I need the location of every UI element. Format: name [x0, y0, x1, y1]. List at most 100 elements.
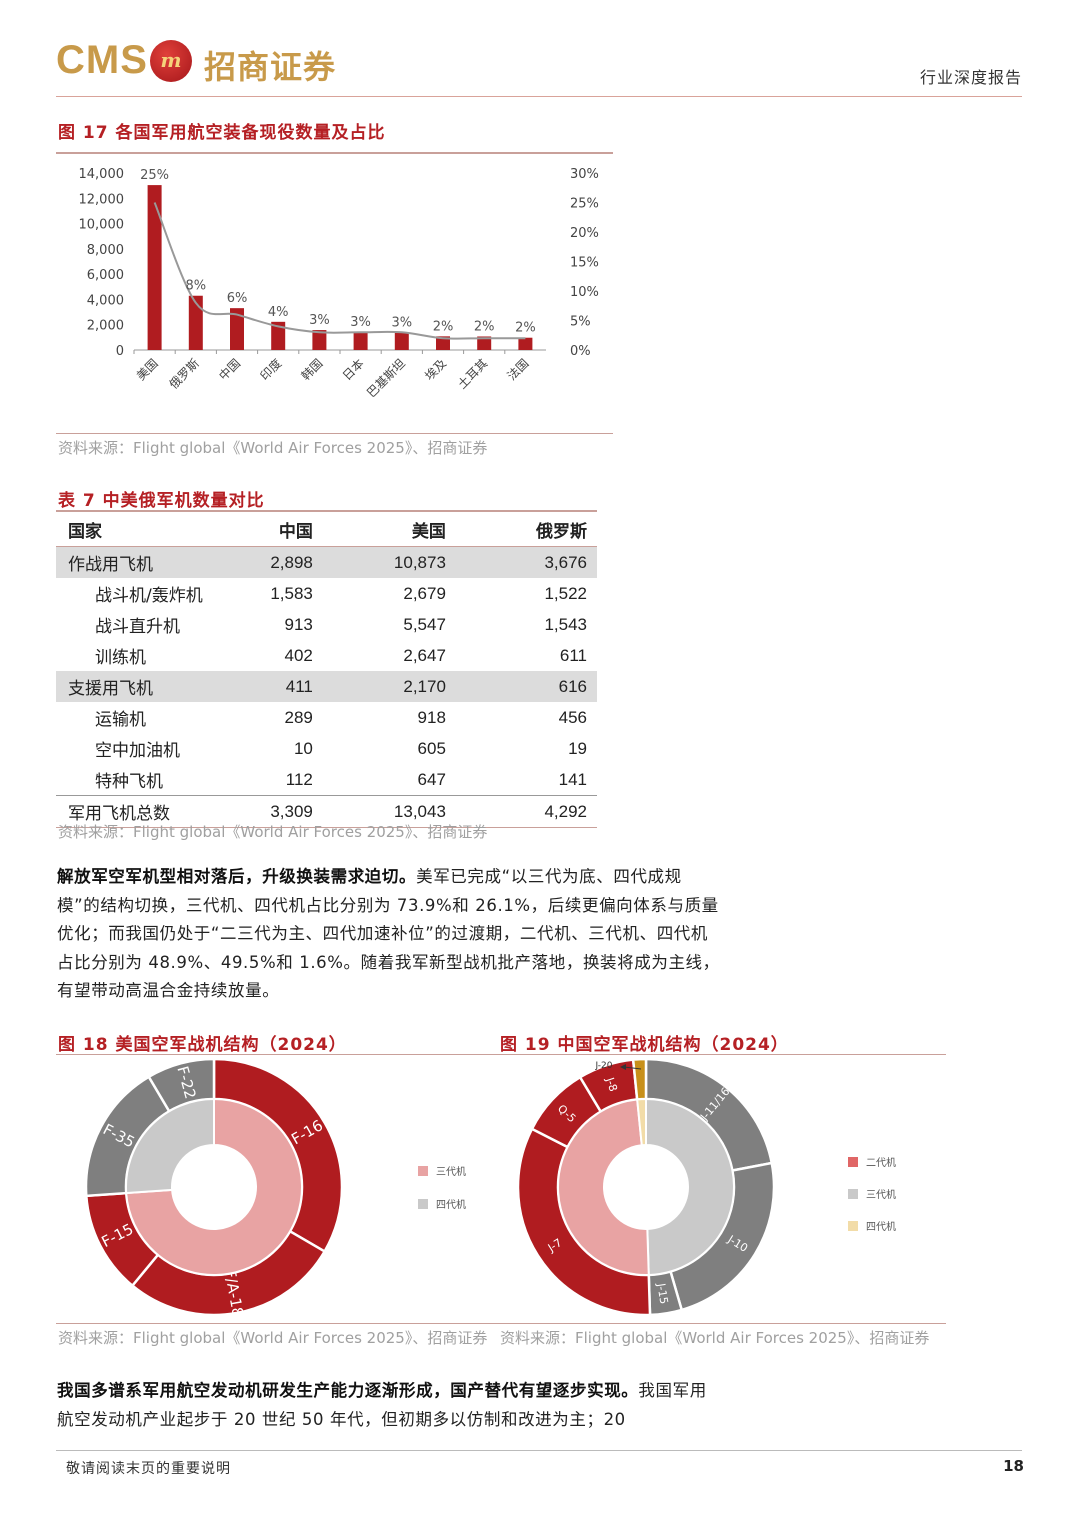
table-row-tanker: 空中加油机 10 605 19 [56, 733, 597, 764]
bar [312, 330, 327, 350]
legend-swatch [848, 1221, 858, 1231]
legend-label: 四代机 [436, 1198, 466, 1211]
footer-divider [56, 1450, 1022, 1451]
row-label: 战斗机/轰炸机 [95, 586, 203, 606]
y2-tick-label: 20% [570, 226, 599, 241]
legend-label: 三代机 [866, 1188, 896, 1201]
x-tick-label: 中国 [216, 356, 244, 384]
callout-line [623, 1066, 642, 1070]
cell-us: 5,547 [403, 614, 446, 634]
y2-tick-label: 10% [570, 285, 599, 300]
footer-disclaimer: 敬请阅读末页的重要说明 [66, 1461, 231, 1477]
callout-arrow [620, 1064, 626, 1070]
cell-russia: 19 [568, 738, 587, 758]
figure17-source: 资料来源：Flight global《World Air Forces 2025… [58, 439, 488, 457]
data-label: 2% [474, 319, 495, 334]
row-label: 战斗直升机 [95, 617, 180, 637]
y-tick-label: 6,000 [87, 268, 124, 283]
x-tick-label: 巴基斯坦 [364, 356, 408, 400]
brand-logo-icon: m [150, 40, 192, 82]
x-tick-label: 日本 [340, 356, 367, 383]
cell-us: 918 [417, 707, 446, 727]
body-paragraph-2: 我国多谱系军用航空发动机研发生产能力逐渐形成，国产替代有望逐步实现。我国军用航空… [57, 1377, 721, 1434]
data-label: 3% [309, 313, 330, 328]
brand-logo-text: CMS [56, 38, 148, 82]
cell-china: 913 [284, 614, 313, 634]
cell-russia: 616 [455, 671, 597, 702]
cell-russia: 1,522 [544, 583, 587, 603]
row-label: 空中加油机 [95, 741, 180, 761]
table-row-special: 特种飞机 112 647 141 [56, 764, 597, 796]
y-tick-label: 0 [116, 344, 124, 359]
table-header-row: 国家 中国 美国 俄罗斯 [56, 512, 597, 547]
bar [353, 331, 368, 350]
column-header-china: 中国 [253, 512, 323, 547]
slice-label: J-15 [654, 1281, 670, 1305]
page-number: 18 [1003, 1457, 1024, 1475]
cell-us: 2,647 [403, 645, 446, 665]
y2-tick-label: 5% [570, 315, 591, 330]
cell-china: 1,583 [270, 583, 313, 603]
row-label: 支援用飞机 [56, 671, 254, 702]
bar [230, 308, 244, 350]
figure18-source: 资料来源：Flight global《World Air Forces 2025… [58, 1329, 488, 1347]
table-row-fighter: 战斗机/轰炸机 1,583 2,679 1,522 [56, 578, 597, 609]
figures-bottom-rule [56, 1323, 946, 1324]
x-tick-label: 法国 [505, 356, 532, 383]
inner-ring-slice [557, 1098, 650, 1276]
figure18-title: 图 18 美国空军战机结构（2024） [58, 1035, 347, 1055]
table-row-support: 支援用飞机 411 2,170 616 [56, 671, 597, 702]
y2-tick-label: 15% [570, 256, 599, 271]
cell-us: 2,679 [403, 583, 446, 603]
share-line [153, 202, 526, 340]
inner-ring-slice [125, 1097, 215, 1195]
bar [518, 337, 533, 350]
cell-russia: 3,676 [455, 546, 597, 578]
table-row-trainer: 训练机 402 2,647 611 [56, 640, 597, 671]
y-tick-label: 8,000 [87, 243, 124, 258]
cell-russia: 141 [558, 769, 587, 789]
figure19-source: 资料来源：Flight global《World Air Forces 2025… [500, 1329, 930, 1347]
row-label: 军用飞机总数 [56, 795, 254, 828]
header-divider [56, 96, 1022, 97]
bar [477, 336, 492, 350]
cell-russia: 4,292 [455, 795, 597, 828]
inner-ring-slice [636, 1097, 647, 1147]
cell-china: 10 [293, 738, 313, 758]
column-header-russia: 俄罗斯 [455, 512, 597, 547]
data-label: 6% [227, 291, 248, 306]
cell-us: 13,043 [322, 795, 456, 828]
column-header-us: 美国 [322, 512, 456, 547]
data-label: 2% [433, 319, 454, 334]
cell-china: 289 [284, 707, 313, 727]
cell-us: 647 [417, 769, 446, 789]
data-label: 3% [391, 315, 412, 330]
cell-china: 2,898 [253, 546, 323, 578]
brand-logo-chinese: 招商证券 [204, 48, 337, 86]
figure19-title: 图 19 中国空军战机结构（2024） [500, 1035, 789, 1055]
data-label: 2% [515, 321, 536, 336]
cell-russia: 456 [558, 707, 587, 727]
legend-swatch [418, 1199, 428, 1209]
legend-swatch [418, 1166, 428, 1176]
bar [271, 321, 286, 350]
cell-china: 3,309 [253, 795, 323, 828]
legend-label: 三代机 [436, 1165, 466, 1178]
legend-label: 四代机 [866, 1220, 896, 1233]
table-row-helicopter: 战斗直升机 913 5,547 1,543 [56, 609, 597, 640]
x-tick-label: 土耳其 [455, 356, 490, 391]
paragraph-1-text: 美军已完成“以三代为底、四代成规模”的结构切换，三代机、四代机占比分别为 73.… [57, 867, 720, 1000]
paragraph-1-lead: 解放军空军机型相对落后，升级换装需求迫切。 [57, 867, 417, 886]
cell-china: 402 [284, 645, 313, 665]
data-label: 25% [140, 168, 169, 183]
slice-label: J-8 [603, 1075, 620, 1093]
y2-tick-label: 30% [570, 167, 599, 182]
aircraft-comparison-table: 国家 中国 美国 俄罗斯 作战用飞机 2,898 10,873 3,676 战斗… [56, 512, 597, 828]
inner-ring-slice [645, 1097, 736, 1276]
cell-us: 2,170 [322, 671, 456, 702]
x-tick-label: 美国 [134, 356, 161, 383]
figure17-bottom-rule [56, 433, 613, 434]
table-row-total: 军用飞机总数 3,309 13,043 4,292 [56, 795, 597, 828]
y-tick-label: 10,000 [79, 218, 125, 233]
